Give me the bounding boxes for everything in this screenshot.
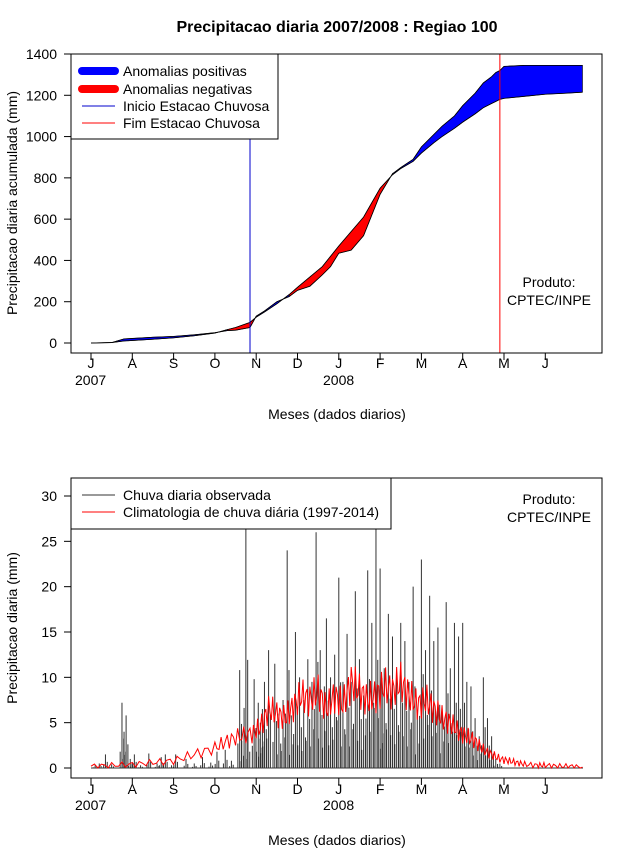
climatology-daily-line (90, 661, 583, 770)
year-label-2007-bottom: 2007 (75, 797, 106, 813)
x-tick-label: J (88, 355, 95, 371)
x-tick-label: M (416, 781, 428, 797)
y-tick-label: 200 (34, 294, 58, 310)
y-tick-label: 25 (41, 533, 57, 549)
y-tick-label: 400 (34, 252, 58, 268)
cumulative-plot-border (70, 53, 603, 354)
y-tick-label: 1000 (26, 129, 57, 145)
y-tick-label: 5 (49, 715, 57, 731)
daily-plot-area (90, 527, 583, 770)
y-tick-label: 600 (34, 211, 58, 227)
y-tick-label: 30 (41, 488, 57, 504)
legend-label-end: Fim Estacao Chuvosa (123, 115, 260, 131)
legend-label-negative: Anomalias negativas (123, 81, 252, 97)
x-tick-label: A (458, 355, 468, 371)
x-tick-label: S (169, 781, 178, 797)
x-tick-label: D (292, 355, 302, 371)
cumulative-plot-area (90, 54, 583, 353)
product-source-bottom: CPTEC/INPE (507, 509, 591, 525)
daily-y-axis: 0 5 10 15 20 25 30 (41, 488, 71, 776)
y-tick-label: 20 (41, 579, 57, 595)
x-tick-label: A (128, 355, 138, 371)
observed-cumulative-line (90, 64, 583, 344)
x-tick-label: J (542, 355, 549, 371)
y-tick-label: 800 (34, 170, 58, 186)
cumulative-legend: Anomalias positivas Anomalias negativas … (70, 53, 279, 140)
x-tick-label: J (88, 781, 95, 797)
legend-label-positive: Anomalias positivas (123, 63, 247, 79)
climatology-cumulative-line (90, 91, 583, 344)
negative-anomaly-area-3 (288, 172, 393, 298)
x-tick-label: J (542, 781, 549, 797)
x-tick-label: M (416, 355, 428, 371)
year-label-2007: 2007 (75, 372, 106, 388)
year-label-2008-bottom: 2008 (323, 797, 354, 813)
x-tick-label: A (128, 781, 138, 797)
cumulative-panel: 0 200 400 600 800 1000 1200 1400 J A S O N D J F M A M J 2… (4, 46, 603, 422)
x-tick-label: O (209, 781, 220, 797)
legend-label-observed: Chuva diaria observada (123, 487, 271, 503)
x-tick-label: F (376, 781, 385, 797)
cumulative-y-label: Precipitacao diaria acumulada (mm) (4, 91, 20, 315)
product-label: Produto: (523, 274, 576, 290)
x-tick-label: S (169, 355, 178, 371)
x-tick-label: O (209, 355, 220, 371)
product-source: CPTEC/INPE (507, 292, 591, 308)
legend-label-climatology: Climatologia de chuva diária (1997-2014) (123, 504, 379, 520)
x-tick-label: M (498, 355, 510, 371)
x-tick-label: M (498, 781, 510, 797)
y-tick-label: 0 (49, 760, 57, 776)
cumulative-x-label: Meses (dados diarios) (268, 406, 406, 422)
x-tick-label: A (458, 781, 468, 797)
chart-title: Precipitacao diaria 2007/2008 : Regiao 1… (176, 19, 497, 36)
daily-panel: 0 5 10 15 20 25 30 J A S O N D J F M A M J 2007 2008 Mese… (4, 477, 603, 848)
x-tick-label: J (335, 781, 342, 797)
x-tick-label: N (251, 781, 261, 797)
x-tick-label: D (292, 781, 302, 797)
product-label-bottom: Produto: (523, 491, 576, 507)
positive-anomaly-area-4 (392, 65, 583, 176)
daily-legend: Chuva diaria observada Climatologia de c… (70, 477, 392, 530)
y-tick-label: 10 (41, 669, 57, 685)
y-tick-label: 0 (49, 335, 57, 351)
x-tick-label: N (251, 355, 261, 371)
x-tick-label: J (335, 355, 342, 371)
legend-box-bottom (70, 477, 392, 530)
legend-label-start: Inicio Estacao Chuvosa (123, 98, 270, 114)
x-tick-label: F (376, 355, 385, 371)
y-tick-label: 1400 (26, 46, 57, 62)
daily-x-label: Meses (dados diarios) (268, 832, 406, 848)
year-label-2008: 2008 (323, 372, 354, 388)
y-tick-label: 1200 (26, 87, 57, 103)
positive-anomaly-area-0 (90, 329, 228, 344)
y-tick-label: 15 (41, 624, 57, 640)
cumulative-y-axis: 0 200 400 600 800 1000 1200 1400 (26, 46, 71, 351)
daily-y-label: Precipitacao diaria (mm) (4, 552, 20, 704)
